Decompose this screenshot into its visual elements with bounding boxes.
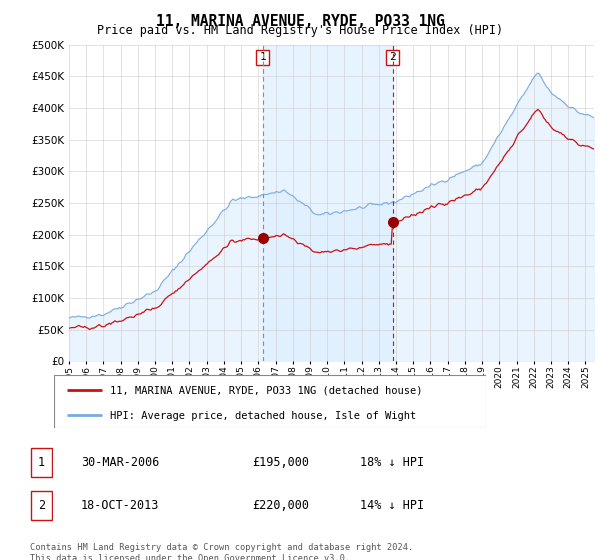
Text: 14% ↓ HPI: 14% ↓ HPI <box>360 499 424 512</box>
Text: £195,000: £195,000 <box>252 456 309 469</box>
Text: 18-OCT-2013: 18-OCT-2013 <box>81 499 160 512</box>
Text: £220,000: £220,000 <box>252 499 309 512</box>
Text: 11, MARINA AVENUE, RYDE, PO33 1NG: 11, MARINA AVENUE, RYDE, PO33 1NG <box>155 14 445 29</box>
Text: 2: 2 <box>38 499 45 512</box>
Text: 11, MARINA AVENUE, RYDE, PO33 1NG (detached house): 11, MARINA AVENUE, RYDE, PO33 1NG (detac… <box>110 386 422 395</box>
Text: 1: 1 <box>259 53 266 63</box>
Bar <box>263 45 392 361</box>
Text: HPI: Average price, detached house, Isle of Wight: HPI: Average price, detached house, Isle… <box>110 410 416 421</box>
Text: 2: 2 <box>389 53 396 63</box>
Text: 18% ↓ HPI: 18% ↓ HPI <box>360 456 424 469</box>
Text: 1: 1 <box>38 456 45 469</box>
Text: Price paid vs. HM Land Registry's House Price Index (HPI): Price paid vs. HM Land Registry's House … <box>97 24 503 37</box>
Text: 30-MAR-2006: 30-MAR-2006 <box>81 456 160 469</box>
Text: Contains HM Land Registry data © Crown copyright and database right 2024.
This d: Contains HM Land Registry data © Crown c… <box>30 543 413 560</box>
